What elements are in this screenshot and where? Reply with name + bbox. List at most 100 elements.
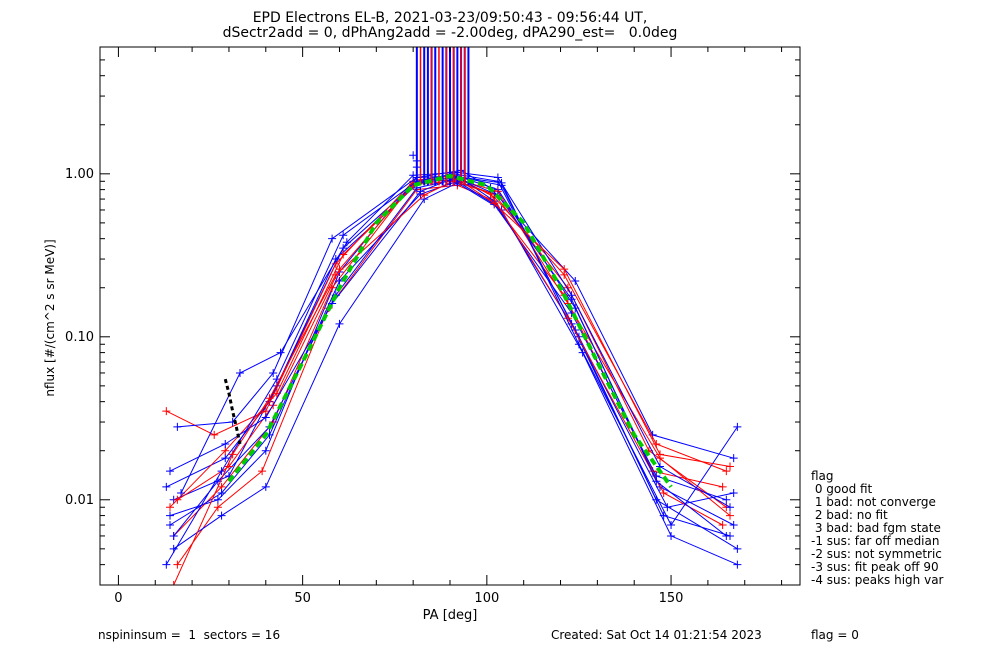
x-tick-label: 50	[294, 591, 311, 606]
series-marker-10	[276, 348, 285, 357]
series-marker-3	[258, 467, 267, 476]
legend-item: 3 bad: bad fgm state	[811, 521, 941, 535]
chart-subtitle: dSectr2add = 0, dPhAng2add = -2.00deg, d…	[222, 25, 678, 41]
series-marker-10	[342, 238, 351, 247]
series-marker-0	[166, 511, 174, 520]
series-marker-14	[722, 531, 731, 540]
series-marker-13	[261, 413, 270, 422]
series-lines	[162, 166, 742, 585]
series-marker-12	[718, 521, 727, 530]
y-tick-label: 0.01	[65, 493, 94, 508]
series-marker-11	[169, 531, 178, 540]
y-axis-label: nflux [#/(cm^2 s sr MeV)]	[43, 239, 57, 396]
series-marker-12	[173, 495, 182, 504]
y-tick-label: 1.00	[65, 167, 94, 182]
series-marker-6	[726, 511, 734, 520]
series-marker-13	[574, 340, 583, 349]
x-axis-label: PA [deg]	[423, 608, 478, 623]
series-marker-11	[663, 503, 672, 512]
series-marker-5	[217, 489, 226, 498]
series-marker-8	[261, 482, 270, 491]
series-marker-8	[217, 511, 226, 520]
series-marker-10	[409, 171, 418, 180]
series-marker-13	[733, 422, 742, 431]
median-line	[223, 378, 242, 445]
series-marker-0	[729, 521, 738, 530]
series-marker-9	[166, 503, 174, 512]
series-marker-7	[173, 422, 182, 431]
series-marker-6	[210, 430, 219, 439]
legend-item: 2 bad: no fit	[811, 508, 888, 522]
series-line-5	[169, 180, 727, 526]
series-marker-14	[652, 477, 661, 486]
series-marker-9	[722, 467, 731, 476]
series-marker-5	[166, 521, 174, 530]
series-marker-1	[563, 283, 572, 292]
chart-title: EPD Electrons EL-B, 2021-03-23/09:50:43 …	[252, 10, 648, 26]
series-marker-15	[656, 450, 664, 459]
series-marker-3	[718, 482, 727, 491]
series-marker-3	[213, 503, 222, 512]
series-marker-3	[173, 560, 182, 569]
legend-item: -1 sus: far off median	[811, 534, 940, 548]
series-marker-7	[571, 276, 580, 285]
series-marker-8	[733, 560, 742, 569]
series-marker-13	[497, 178, 506, 187]
x-tick-label: 0	[114, 591, 122, 606]
series-line-15	[173, 178, 731, 585]
series-marker-10	[236, 368, 244, 377]
axes: 0 50 100 150 0.01 0.10 1.00	[65, 46, 801, 606]
series-line-2	[166, 176, 738, 550]
series-marker-7	[328, 234, 337, 243]
series-marker-13	[667, 521, 676, 530]
series-marker-8	[667, 531, 676, 540]
series-line-1	[173, 179, 727, 537]
series-marker-5	[335, 276, 344, 285]
series-line-9	[169, 174, 727, 508]
series-marker-14	[162, 560, 171, 569]
series-marker-5	[722, 495, 731, 504]
legend-item: 1 bad: not converge	[811, 495, 936, 509]
series-marker-15	[331, 270, 340, 279]
legend-item: -3 sus: fit peak off 90	[811, 560, 939, 574]
series-line-3	[176, 184, 723, 565]
series-marker-10	[726, 503, 734, 512]
series-marker-0	[261, 446, 270, 455]
series-marker-10	[177, 489, 186, 498]
series-marker-13	[416, 187, 425, 196]
series-marker-10	[493, 173, 502, 182]
series-marker-14	[567, 295, 576, 304]
series-marker-13	[166, 467, 174, 476]
footer-flag: flag = 0	[811, 628, 859, 642]
legend-item: 0 good fit	[811, 482, 873, 496]
series-marker-0	[213, 495, 222, 504]
series-marker-2	[733, 544, 742, 553]
legend-item: -2 sus: not symmetric	[811, 547, 942, 561]
fit-line	[227, 173, 673, 489]
series-marker-9	[221, 446, 230, 455]
outer-marker-0	[409, 151, 418, 160]
series-marker-14	[217, 467, 226, 476]
series-marker-8	[335, 319, 344, 328]
series-marker-2	[162, 482, 171, 491]
outer-marker-2	[412, 156, 421, 165]
flag-legend: flag 0 good fit 1 bad: not converge 2 ba…	[811, 470, 943, 587]
footer-created: Created: Sat Oct 14 01:21:54 2023	[551, 628, 762, 642]
series-marker-11	[729, 489, 738, 498]
series-marker-12	[659, 489, 668, 498]
series-marker-7	[269, 368, 278, 377]
legend-title: flag	[811, 469, 834, 483]
x-tick-label: 150	[659, 591, 684, 606]
series-marker-12	[224, 462, 233, 471]
footer-spin-info: nspininsum = 1 sectors = 16	[98, 628, 281, 642]
series-marker-15	[490, 199, 499, 208]
spike-lines	[409, 47, 470, 186]
y-tick-label: 0.10	[65, 330, 94, 345]
series-marker-15	[228, 450, 237, 459]
series-marker-15	[726, 462, 734, 471]
series-marker-15	[169, 581, 178, 585]
x-tick-label: 100	[474, 591, 499, 606]
series-marker-15	[420, 191, 429, 200]
fit-curve	[223, 173, 673, 489]
